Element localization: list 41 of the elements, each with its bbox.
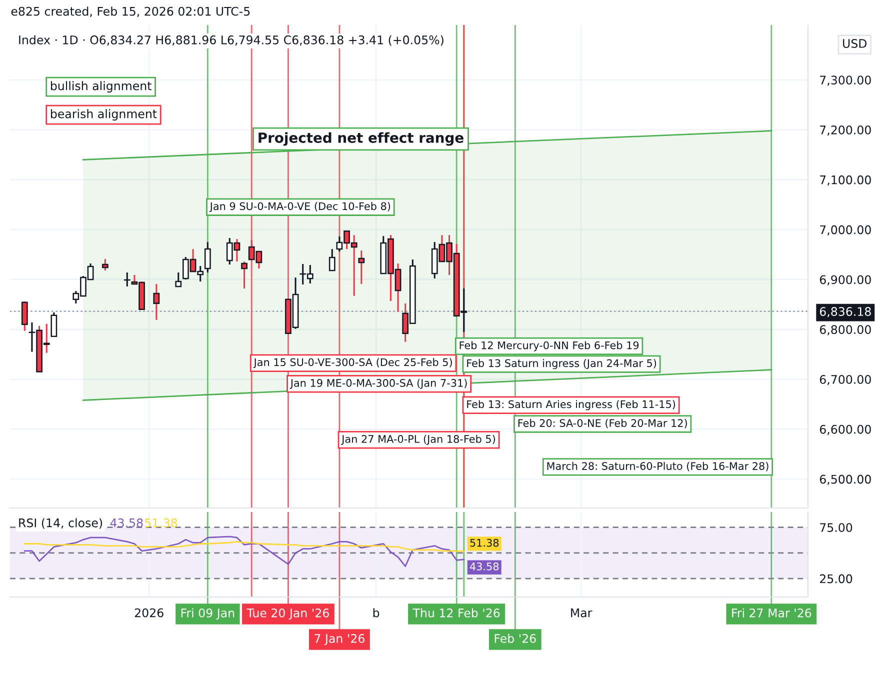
ref-line-label: Feb '26 [494,634,536,643]
y-tick-label: 75.00 [820,523,852,532]
data-label: 43.58 [470,562,499,570]
text: e825 created, Feb 15, 2026 02:01 UTC-5 [11,6,250,17]
y-tick-label: 7,200.00 [820,126,871,136]
y-tick-label: 6,900.00 [820,275,871,286]
y-tick-label: 6,836.18 [820,307,871,318]
annotation: bearish alignment [50,109,157,121]
series-label: Projected net effect range [258,132,464,146]
ref-line-label: Fri 09 Jan [181,608,234,620]
text: Index · 1D · O6,834.27 H6,881.96 L6,794.55 C6,836.18 +3.41 (+0.05%) [19,35,444,46]
ref-line-label: March 28: Saturn-60-Pluto (Feb 16-Mar 28) [547,462,768,472]
ref-line-label: Feb 12 Mercury-0-NN Feb 6-Feb 19 [460,341,639,352]
text: USD [843,39,867,48]
y-tick-label: 6,800.00 [820,325,871,336]
annotation: bullish alignment [50,81,152,93]
ref-line-label: Jan 9 SU-0-MA-0-VE (Dec 10-Feb 8) [209,202,390,212]
y-tick-label: 25.00 [820,574,852,584]
ref-line-label: Thu 12 Feb '26 [412,608,500,618]
ref-line-label: Jan 27 MA-0-PL (Jan 18-Feb 5) [341,434,495,445]
ref-line-label: Fri 27 Mar '26 [732,608,812,618]
ref-line-label: Jan 19 ME-0-MA-300-SA (Jan 7-31) [290,378,467,389]
y-tick-label: 6,500.00 [820,474,871,485]
chart-title: RSI (14, close) [19,518,102,529]
ref-line-label: Feb 20: SA-0-NE (Feb 20-Mar 12) [518,418,687,428]
y-tick-label: 7,100.00 [820,175,871,186]
ref-line-label: Feb 13: Saturn Aries ingress (Feb 11-15) [467,400,676,410]
data-label: 51.38 [470,538,499,547]
y-tick-label: 6,700.00 [820,374,871,386]
ref-line-label: 7 Jan '26 [314,634,364,646]
ref-line-label: Jan 15 SU-0-VE-300-SA (Dec 25-Feb 5) [253,358,452,368]
annotation: 51.38 [144,518,178,528]
y-tick-label: 7,000.00 [820,225,871,236]
x-tick-label: b [373,608,380,618]
ref-line-label: Tue 20 Jan '26 [246,608,329,620]
ref-line-label: Feb 13 Saturn ingress (Jan 24-Mar 5) [467,359,656,370]
x-tick-label: 2026 [134,608,164,618]
y-tick-label: 6,600.00 [820,424,871,436]
annotation: 43.58 [110,518,143,528]
y-tick-label: 7,300.00 [820,76,871,86]
x-tick-label: Mar [571,608,592,618]
